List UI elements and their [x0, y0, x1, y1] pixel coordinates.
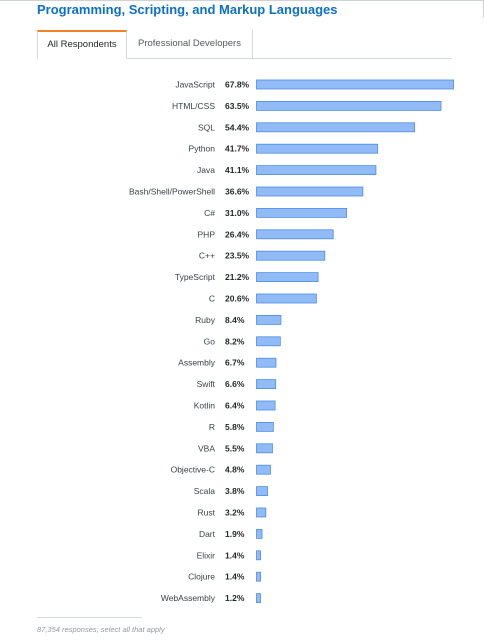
- bar-objective-c: [256, 464, 271, 475]
- bar-javascript: [256, 79, 454, 90]
- value-label-bash-shell-powershell: 36.6%: [225, 187, 250, 197]
- category-label-clojure: Clojure: [188, 572, 215, 582]
- category-label-kotlin: Kotlin: [194, 401, 216, 411]
- category-label-c: C#: [204, 208, 215, 218]
- bar-go: [256, 336, 281, 347]
- bar-kotlin: [256, 400, 276, 411]
- bar-swift: [256, 379, 277, 390]
- category-label-r: R: [209, 422, 215, 432]
- category-label-vba: VBA: [198, 443, 215, 453]
- category-label-c: C: [209, 294, 215, 304]
- bar-python: [256, 143, 379, 154]
- tab-all-respondents[interactable]: All Respondents: [37, 30, 127, 59]
- category-label-elixir: Elixir: [197, 550, 216, 560]
- category-label-php: PHP: [198, 229, 216, 239]
- bar-php: [256, 229, 334, 240]
- value-label-c: 31.0%: [225, 208, 250, 218]
- value-label-html-css: 63.5%: [225, 101, 250, 111]
- category-label-ruby: Ruby: [195, 315, 216, 325]
- languages-bar-chart: JavaScript 67.8% HTML/CSS 63.5% SQL 54.4% Pyth…: [129, 79, 454, 603]
- bar-rust: [256, 507, 267, 518]
- category-label-go: Go: [204, 336, 216, 346]
- bar-html-css: [256, 100, 442, 111]
- category-label-dart: Dart: [199, 529, 216, 539]
- bar-typescript: [256, 272, 319, 283]
- category-label-c: C++: [199, 251, 215, 261]
- bar-elixir: [256, 550, 261, 561]
- value-label-objective-c: 4.8%: [225, 465, 245, 475]
- tab-bar: All Respondents Professional Developers: [37, 30, 452, 59]
- top-border: [0, 0, 483, 1]
- category-label-python: Python: [189, 144, 216, 154]
- category-label-html-css: HTML/CSS: [172, 101, 215, 111]
- value-label-webassembly: 1.2%: [225, 593, 245, 603]
- value-label-go: 8.2%: [225, 336, 245, 346]
- bar-vba: [256, 443, 273, 454]
- bar-c: [256, 250, 326, 261]
- value-label-typescript: 21.2%: [225, 272, 250, 282]
- value-label-rust: 3.2%: [225, 508, 245, 518]
- value-label-clojure: 1.4%: [225, 572, 245, 582]
- responses-footnote: 87,354 responses; select all that apply: [37, 625, 165, 634]
- category-label-scala: Scala: [194, 486, 216, 496]
- category-label-objective-c: Objective-C: [171, 465, 215, 475]
- value-label-javascript: 67.8%: [225, 80, 250, 90]
- bar-c: [256, 207, 347, 218]
- value-label-scala: 3.8%: [225, 486, 245, 496]
- category-label-swift: Swift: [197, 379, 216, 389]
- bar-java: [256, 165, 377, 175]
- bar-scala: [256, 486, 268, 497]
- category-label-sql: SQL: [198, 122, 215, 132]
- category-label-javascript: JavaScript: [175, 80, 215, 90]
- bar-ruby: [256, 314, 282, 325]
- category-label-webassembly: WebAssembly: [161, 593, 216, 603]
- value-label-php: 26.4%: [225, 229, 250, 239]
- value-label-dart: 1.9%: [225, 529, 245, 539]
- value-label-swift: 6.6%: [225, 379, 245, 389]
- value-label-c: 23.5%: [225, 251, 250, 261]
- value-label-r: 5.8%: [225, 422, 245, 432]
- category-label-typescript: TypeScript: [175, 272, 216, 282]
- category-label-assembly: Assembly: [178, 358, 216, 368]
- value-label-python: 41.7%: [225, 144, 250, 154]
- footnote-divider: [37, 617, 142, 618]
- bar-c: [256, 293, 317, 304]
- bar-assembly: [256, 357, 277, 368]
- bar-dart: [256, 528, 263, 539]
- value-label-elixir: 1.4%: [225, 550, 245, 560]
- value-label-assembly: 6.7%: [225, 358, 245, 368]
- value-label-sql: 54.4%: [225, 122, 250, 132]
- section-title: Programming, Scripting, and Markup Langu…: [37, 2, 338, 17]
- bar-clojure: [256, 571, 261, 582]
- value-label-kotlin: 6.4%: [225, 401, 245, 411]
- value-label-ruby: 8.4%: [225, 315, 245, 325]
- category-label-rust: Rust: [198, 508, 216, 518]
- category-label-java: Java: [197, 165, 215, 175]
- bar-webassembly: [256, 593, 261, 603]
- value-label-java: 41.1%: [225, 165, 250, 175]
- bar-r: [256, 421, 274, 432]
- value-label-vba: 5.5%: [225, 443, 245, 453]
- bar-bash-shell-powershell: [256, 186, 364, 197]
- bar-sql: [256, 122, 415, 133]
- value-label-c: 20.6%: [225, 294, 250, 304]
- tab-professional-developers[interactable]: Professional Developers: [127, 30, 253, 58]
- category-label-bash-shell-powershell: Bash/Shell/PowerShell: [129, 187, 215, 197]
